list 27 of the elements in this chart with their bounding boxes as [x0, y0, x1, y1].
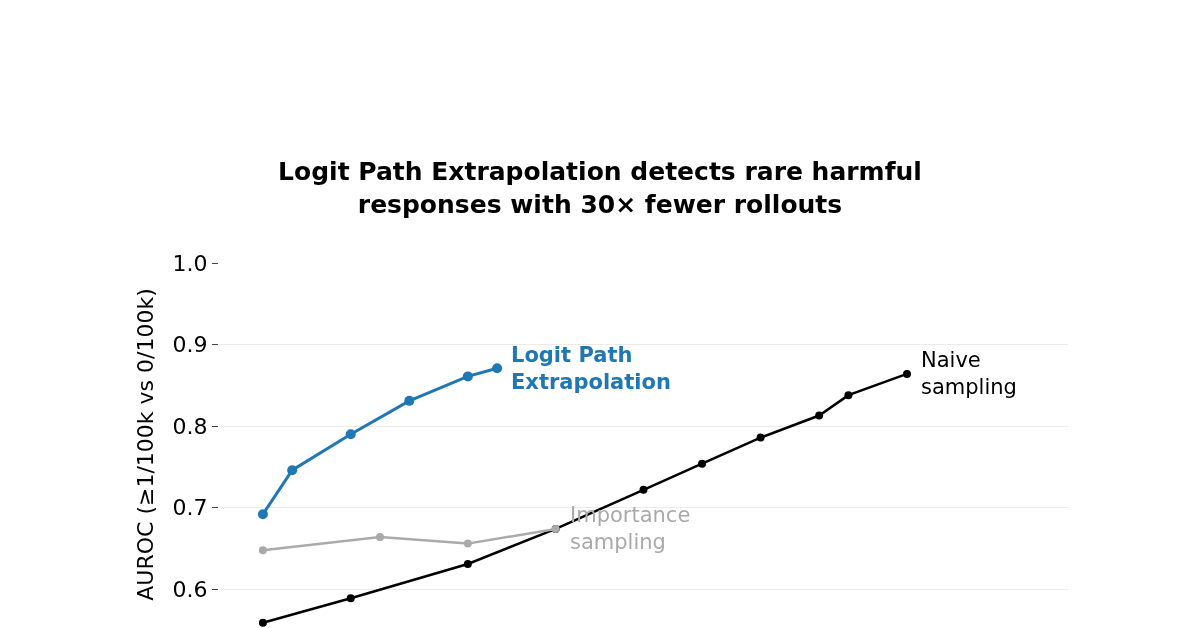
- y-tick-label: 0.9: [172, 332, 208, 358]
- point: [639, 485, 648, 494]
- point: [346, 594, 355, 603]
- series-label: Logit Path Extrapolation: [511, 343, 671, 395]
- point: [902, 369, 911, 378]
- point: [844, 391, 853, 400]
- point: [404, 395, 415, 406]
- point: [698, 459, 707, 468]
- point: [258, 618, 267, 627]
- point: [756, 433, 765, 442]
- point: [462, 371, 473, 382]
- point: [376, 533, 385, 542]
- point: [463, 539, 472, 548]
- point: [345, 429, 356, 440]
- y-tick-label: 0.8: [172, 413, 208, 439]
- chart-title: Logit Path Extrapolation detects rare harmful responses with 30× fewer rollouts: [278, 157, 922, 219]
- y-axis-title: AUROC (≥1/100k vs 0/100k): [133, 288, 159, 601]
- series-label: Naive sampling: [921, 348, 1017, 400]
- y-tick-label: 0.6: [172, 576, 208, 602]
- point: [287, 465, 298, 476]
- point: [258, 546, 267, 555]
- y-tick-label: 1.0: [172, 250, 208, 276]
- point: [492, 363, 503, 374]
- y-tick-label: 0.7: [172, 495, 208, 521]
- point: [257, 509, 268, 520]
- point: [463, 560, 472, 568]
- point: [815, 411, 824, 420]
